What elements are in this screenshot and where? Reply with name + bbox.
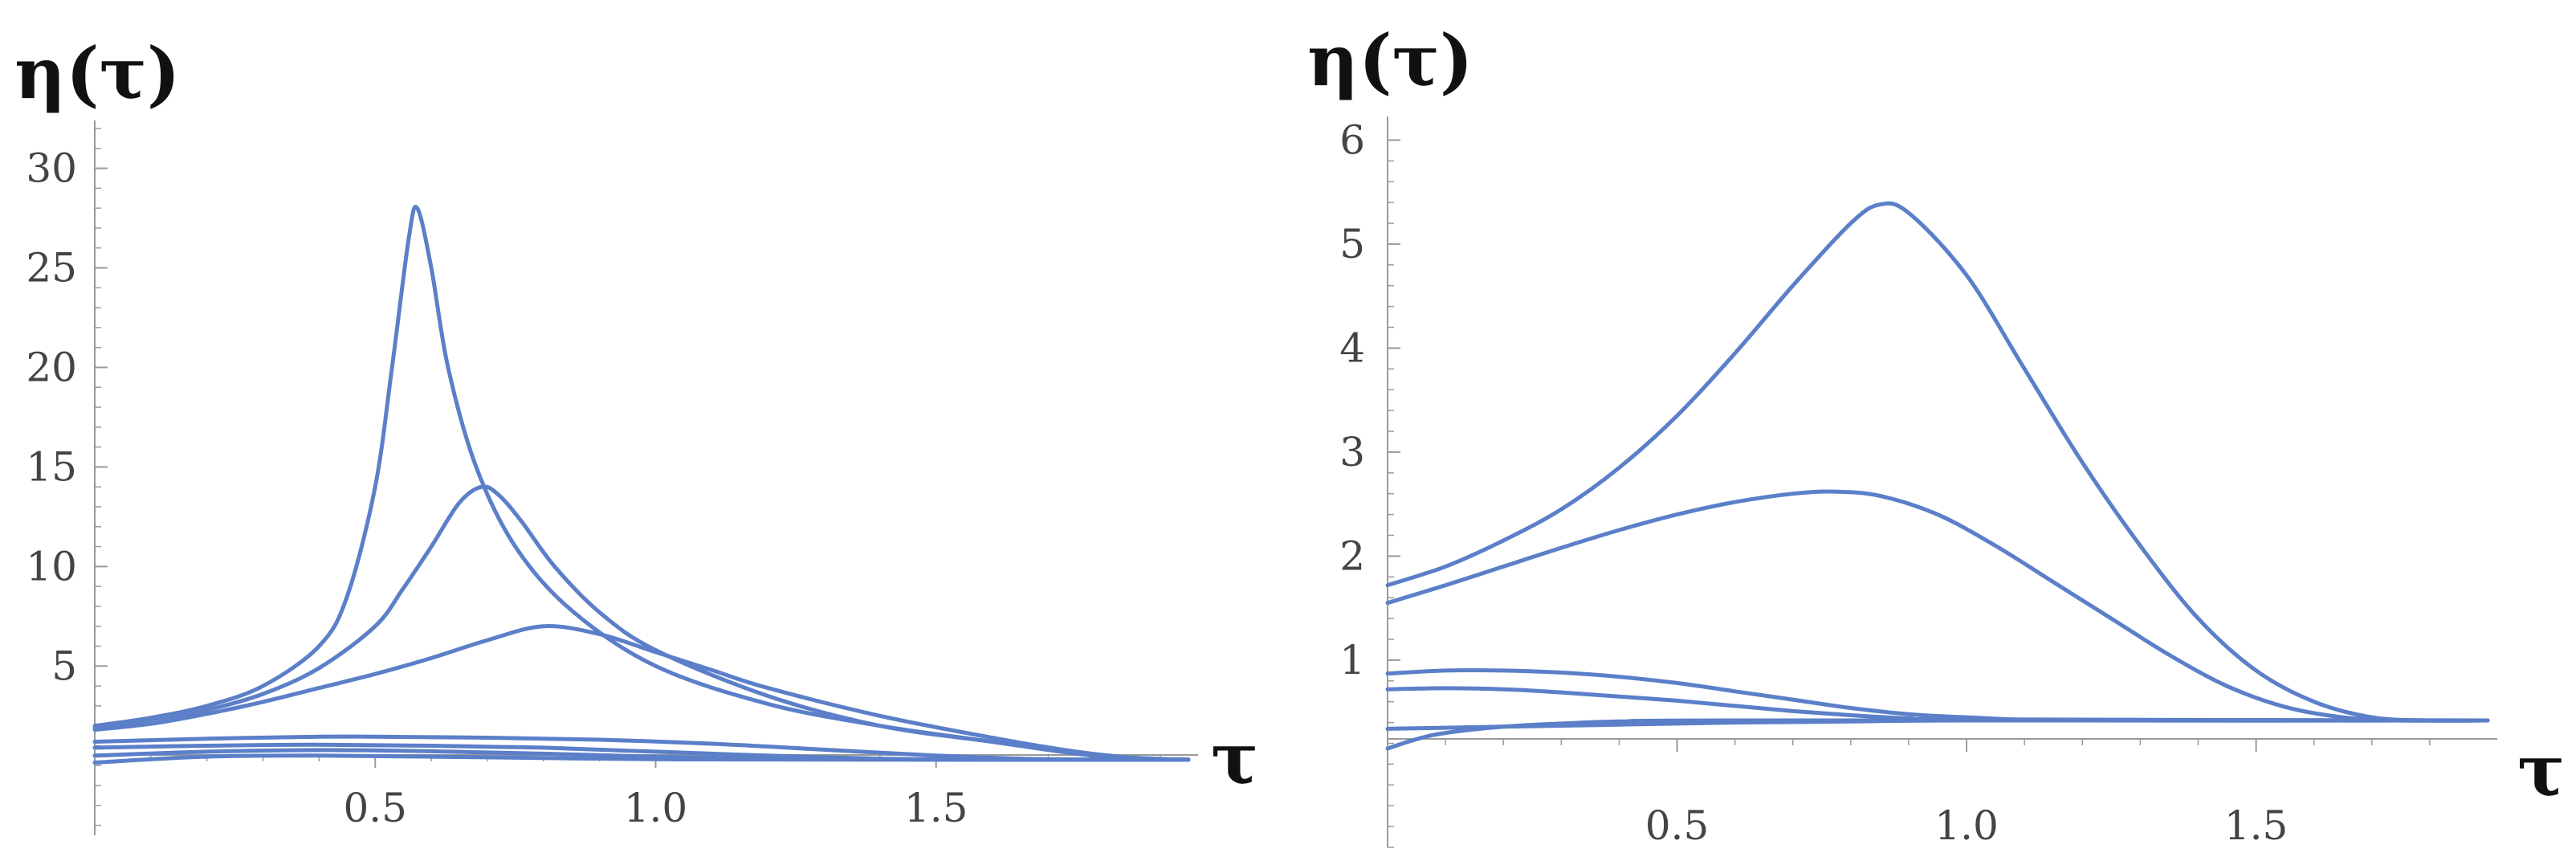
x-axis-label: τ: [2517, 728, 2565, 812]
chart-left: η(τ) τ 5 10 15 20 25 30 0.5 1.0 1.5: [14, 31, 1258, 835]
y-tick-label: 15: [26, 443, 77, 490]
x-tick-label: 0.5: [343, 785, 407, 831]
y-tick-label: 10: [26, 543, 77, 590]
x-tick-label: 1.0: [624, 785, 688, 831]
y-axis-label: η(τ): [14, 31, 180, 115]
x-tick-label: 0.5: [1645, 802, 1710, 849]
y-tick-label: 20: [26, 344, 77, 390]
series-line-1: [1385, 201, 2490, 723]
series-line-1: [92, 205, 1191, 762]
series-line-3: [92, 624, 1191, 762]
y-tick-label: 25: [26, 245, 77, 292]
y-tick-label: 5: [1339, 221, 1365, 267]
y-tick-label: 5: [51, 643, 77, 689]
series-line-6: [1385, 718, 2490, 751]
chart-right: η(τ) τ 1 2 3 4 5 6 0.5 1.0 1.5: [1307, 18, 2565, 849]
series-line-2: [1385, 489, 2490, 723]
y-tick-label: 3: [1339, 429, 1365, 475]
series-line-7: [92, 753, 1191, 765]
x-tick-label: 1.5: [2224, 802, 2289, 849]
x-tick-label: 1.0: [1934, 802, 1999, 849]
y-axis-label: η(τ): [1307, 18, 1473, 102]
x-tick-label: 1.5: [904, 785, 968, 831]
x-axis-label: τ: [1211, 716, 1258, 800]
y-tick-label: 2: [1339, 532, 1365, 579]
series-line-2: [92, 484, 1191, 762]
y-tick-label: 4: [1339, 324, 1365, 371]
y-tick-label: 6: [1339, 116, 1365, 163]
y-tick-label: 30: [26, 145, 77, 192]
y-tick-label: 1: [1339, 637, 1365, 683]
